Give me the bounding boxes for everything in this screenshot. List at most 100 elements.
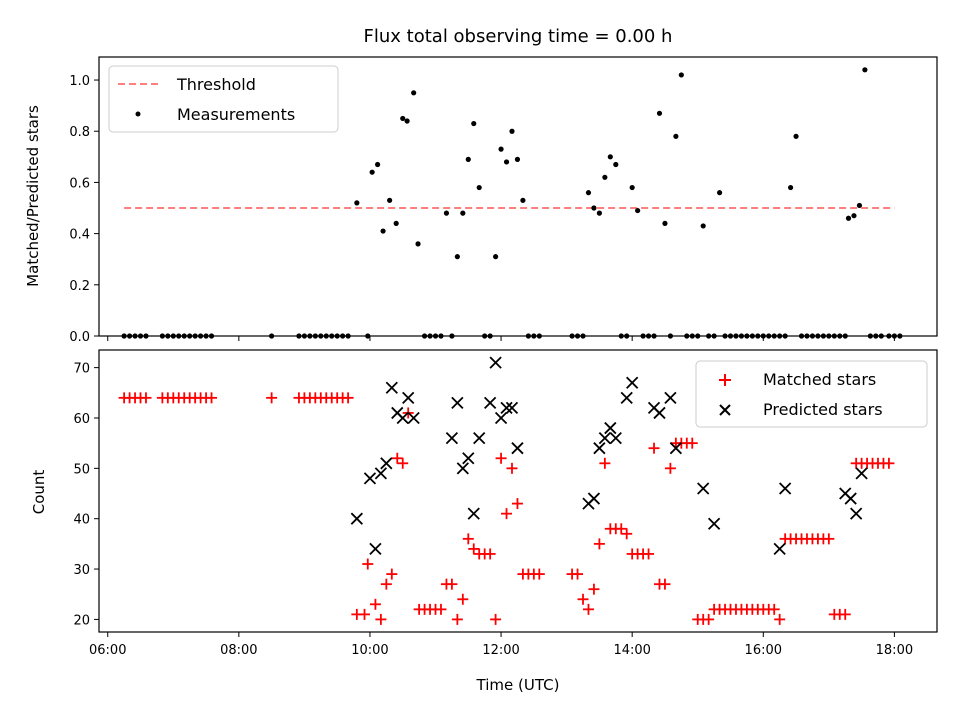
- measurement-point-111: [851, 213, 857, 219]
- measurement-point-34: [404, 118, 410, 124]
- predicted-star-point-35: [707, 517, 721, 530]
- measurement-point-79: [678, 72, 684, 78]
- measurement-point-44: [460, 210, 466, 216]
- predicted-star-point-5: [385, 381, 398, 394]
- predicted-star-point-33: [669, 442, 683, 455]
- matched-star-point-31: [380, 578, 392, 590]
- matched-star-point-44: [457, 593, 469, 605]
- predicted-star-point-25: [598, 431, 611, 445]
- measurement-point-43: [454, 254, 460, 260]
- measurement-point-46: [471, 120, 477, 127]
- measurement-point-54: [514, 156, 521, 162]
- matched-stars-legend-marker: [719, 374, 731, 386]
- predicted-star-point-34: [697, 482, 710, 495]
- matched-star-point-84: [703, 613, 715, 625]
- measurement-point-83: [700, 223, 706, 229]
- top-y-ticks: 0.0 0.2 0.4 0.6 0.8 1.0: [69, 74, 99, 345]
- measurement-point-35: [411, 90, 417, 96]
- x-tick-label-3: 12:00: [482, 643, 519, 658]
- predicted-star-point-37: [778, 482, 792, 495]
- predicted-star-point-10: [445, 431, 459, 445]
- matched-star-point-52: [501, 508, 513, 520]
- matched-star-point-65: [599, 457, 611, 469]
- measurement-point-112: [856, 202, 863, 209]
- measurements-legend-marker: [135, 111, 141, 117]
- matched-star-point-62: [582, 603, 594, 615]
- threshold-legend-label: Threshold: [176, 75, 256, 94]
- bottom-y-tick-label-5: 70: [73, 362, 90, 377]
- predicted-star-point-17: [489, 356, 502, 369]
- top-legend: Threshold Measurements: [108, 65, 339, 133]
- measurement-point-100: [793, 133, 799, 139]
- bottom-axes: 20 30 40 50 60 70 06:00 08:00 10:00 12:00 14:00 16…: [30, 349, 938, 694]
- matched-star-point-34: [397, 457, 409, 469]
- top-y-tick-label-3: 0.6: [69, 176, 90, 191]
- measurement-point-65: [602, 174, 608, 180]
- bottom-y-tick-label-1: 30: [73, 563, 90, 578]
- measurement-point-78: [673, 133, 679, 139]
- matched-star-point-76: [659, 578, 671, 590]
- predicted-star-point-2: [369, 542, 382, 556]
- measurement-point-70: [629, 184, 635, 191]
- matched-star-point-50: [490, 613, 502, 625]
- matched-star-point-81: [686, 437, 698, 449]
- matched-star-point-73: [643, 548, 655, 560]
- measurement-point-36: [415, 241, 421, 247]
- top-x-ticks: [107, 336, 895, 341]
- bottom-x-ticks: 06:00 08:00 10:00 12:00 14:00 16:00 18:00: [89, 632, 913, 658]
- matched-star-point-27: [358, 608, 370, 620]
- measurement-point-53: [509, 128, 515, 134]
- predicted-star-point-3: [374, 467, 388, 480]
- top-y-tick-label-5: 1.0: [69, 74, 90, 89]
- top-y-tick-label-4: 0.8: [69, 125, 90, 140]
- matched-star-point-4: [140, 392, 152, 404]
- predicted-star-point-19: [500, 401, 513, 415]
- measurement-point-45: [465, 156, 471, 162]
- measurement-point-26: [354, 200, 360, 206]
- measurement-point-110: [845, 215, 852, 221]
- measurement-point-113: [862, 67, 868, 73]
- measurement-point-64: [596, 210, 602, 216]
- matched-star-point-68: [615, 523, 627, 535]
- measurement-point-47: [476, 184, 482, 191]
- predicted-star-point-7: [396, 411, 409, 425]
- bottom-y-tick-label-2: 40: [73, 513, 90, 528]
- predicted-star-point-12: [456, 462, 469, 475]
- x-tick-label-4: 14:00: [613, 643, 650, 658]
- matched-star-point-43: [451, 613, 463, 625]
- predicted-star-point-36: [773, 542, 786, 556]
- predicted-star-point-16: [484, 396, 497, 410]
- predicted-star-point-4: [380, 457, 393, 470]
- bottom-plot-marks: [118, 356, 895, 625]
- measurement-point-86: [716, 190, 723, 196]
- bottom-y-axis-label: Count: [30, 470, 48, 515]
- measurement-point-32: [393, 220, 399, 226]
- measurement-point-28: [369, 169, 375, 175]
- x-tick-label-2: 10:00: [351, 643, 388, 658]
- bottom-y-tick-label-3: 50: [73, 462, 90, 477]
- matched-star-point-40: [435, 603, 447, 615]
- matched-star-point-96: [768, 603, 780, 615]
- top-axes: 0.0 0.2 0.4 0.6 0.8 1.0 Matched/Predicted sta…: [24, 56, 938, 345]
- matched-star-point-29: [369, 598, 381, 610]
- predicted-stars-legend-marker: [719, 404, 731, 416]
- measurement-point-33: [400, 115, 406, 122]
- bottom-y-tick-label-4: 60: [73, 412, 90, 427]
- measurement-point-67: [613, 161, 619, 168]
- predicted-star-point-20: [505, 401, 519, 415]
- measurements-legend-label: Measurements: [177, 105, 295, 124]
- bottom-y-tick-label-0: 20: [73, 613, 90, 628]
- matched-star-point-58: [533, 568, 545, 580]
- measurement-point-66: [607, 154, 613, 160]
- matched-star-point-69: [621, 528, 633, 540]
- matched-star-point-14: [206, 392, 218, 404]
- top-chart-title: Flux total observing time = 0.00 h: [364, 26, 673, 47]
- predicted-star-point-14: [467, 507, 480, 520]
- x-tick-label-5: 16:00: [745, 643, 782, 658]
- bottom-legend: Matched stars Predicted stars: [695, 360, 928, 428]
- predicted-star-point-23: [587, 492, 601, 505]
- matched-star-point-77: [664, 462, 676, 474]
- matched-star-point-25: [342, 392, 354, 404]
- measurement-point-99: [787, 184, 794, 191]
